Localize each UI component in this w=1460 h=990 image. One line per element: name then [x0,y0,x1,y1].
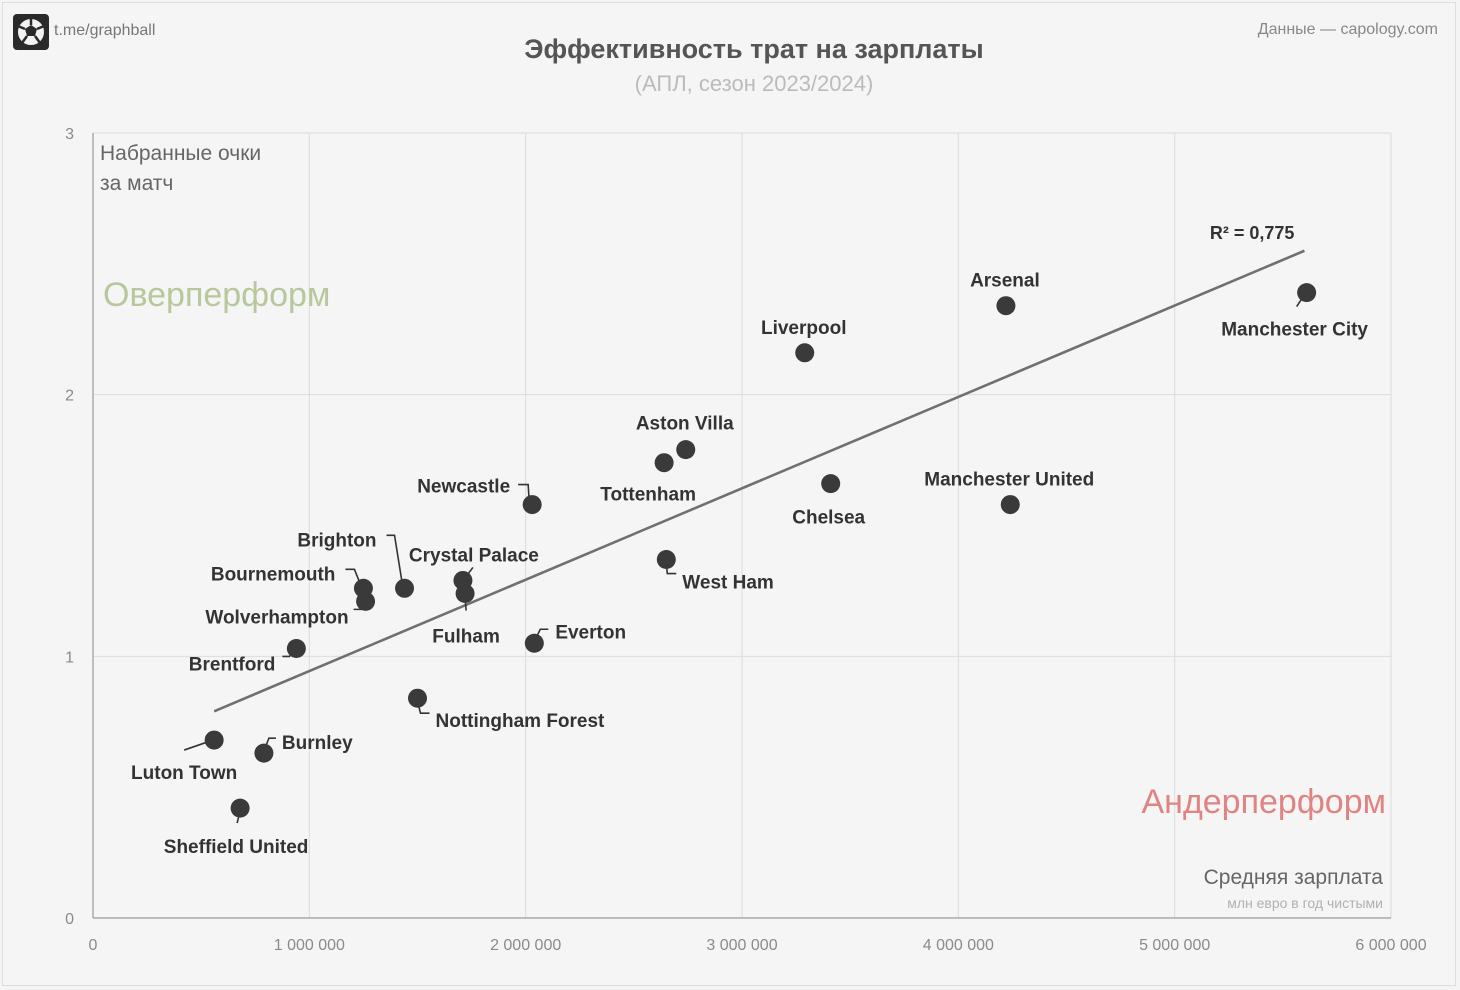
data-point-label: Tottenham [600,485,696,506]
data-point-label: Fulham [432,627,500,648]
data-point [356,591,376,611]
channel-link[interactable]: t.me/graphball [54,22,156,39]
zone-label-under: Андерперформ [1141,783,1386,821]
x-axis-label: Средняя зарплата [1204,866,1384,889]
data-point [996,296,1016,316]
data-point [286,638,306,658]
zone-label-over: Оверперформ [103,276,330,314]
data-point-label: Everton [555,622,626,643]
y-tick-label: 2 [65,388,74,405]
data-point-label: Liverpool [761,318,847,339]
y-axis-label: Набранные очки [100,142,261,165]
data-point-label: Chelsea [792,508,865,529]
label-leader-line [386,534,404,586]
data-point [654,453,674,473]
data-point [795,343,815,363]
label-leader-line [345,568,362,585]
trend-r2-label: R² = 0,775 [1210,223,1295,243]
y-axis-label: за матч [100,172,173,195]
x-tick-label: 6 000 000 [1355,937,1426,954]
x-axis-sublabel: млн евро в год чистыми [1227,895,1383,911]
data-point [408,688,427,708]
data-point-label: Luton Town [131,763,237,784]
data-point-label: Aston Villa [636,414,734,435]
data-point [204,730,224,750]
data-point-label: Nottingham Forest [436,711,606,732]
data-source: Данные — capology.com [1257,21,1438,38]
x-tick-label: 0 [89,937,98,954]
x-tick-label: 3 000 000 [706,937,777,954]
chart-title: Эффективность трат на зарплаты [524,34,984,64]
data-point-label: Brighton [297,530,376,551]
x-tick-label: 1 000 000 [274,937,345,954]
data-point-label: West Ham [682,573,774,594]
data-point [522,495,542,515]
data-point [676,440,696,460]
y-tick-label: 0 [65,911,74,928]
data-point-label: Sheffield United [164,837,309,858]
data-point-label: Wolverhampton [205,607,348,628]
x-tick-label: 4 000 000 [923,937,994,954]
data-point [395,578,415,598]
data-point [1000,495,1020,515]
label-leader-line [518,483,530,501]
data-point-label: Newcastle [417,477,510,498]
data-point [1297,283,1317,303]
y-tick-label: 3 [65,126,74,143]
data-point-label: Burnley [282,733,353,754]
data-point-label: Bournemouth [211,564,336,585]
y-tick-label: 1 [65,649,74,666]
data-point [230,798,250,818]
data-point-label: Arsenal [970,271,1040,292]
data-point [254,743,274,763]
data-point [656,550,676,570]
data-point [524,633,544,653]
x-tick-label: 5 000 000 [1139,937,1210,954]
trend-line [213,249,1305,713]
data-point-label: Manchester City [1221,320,1368,341]
data-point-label: Manchester United [924,470,1094,491]
x-tick-label: 2 000 000 [490,937,561,954]
chart-subtitle: (АПЛ, сезон 2023/2024) [634,71,874,96]
data-point-label: Brentford [189,654,276,675]
data-point [821,474,841,494]
data-point-label: Crystal Palace [409,545,539,566]
data-point [455,584,475,604]
graphball-logo-icon [13,14,49,50]
